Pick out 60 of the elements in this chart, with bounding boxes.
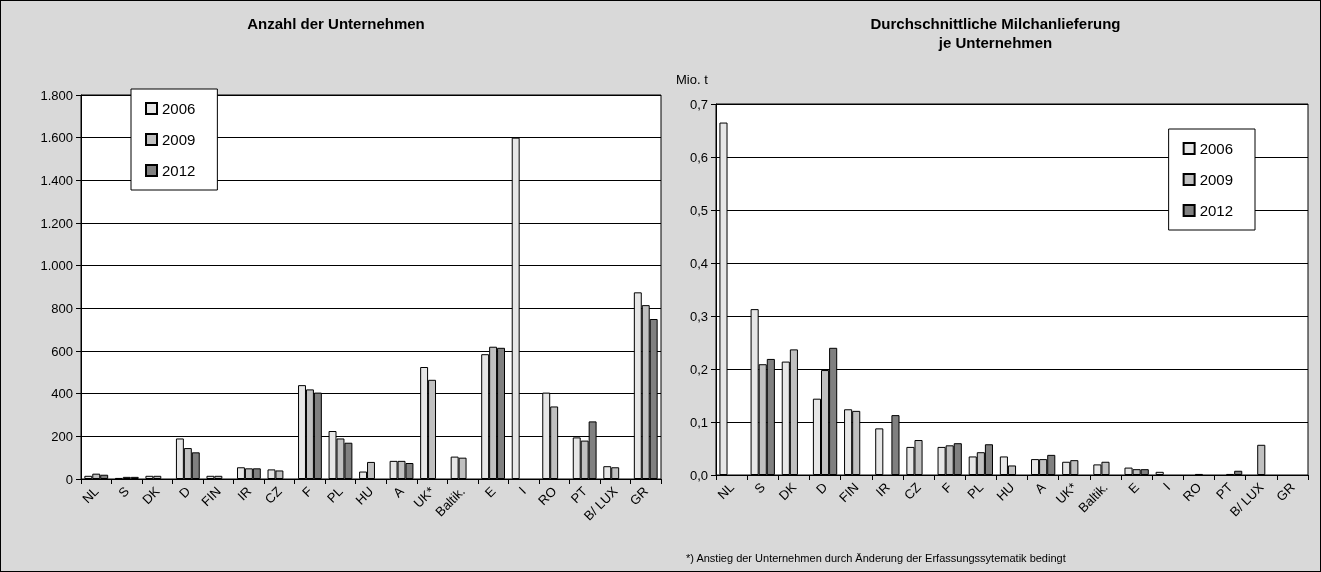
x-tick-label: CZ bbox=[261, 483, 285, 507]
legend-label: 2012 bbox=[162, 162, 196, 179]
x-tick-label: NL bbox=[79, 483, 102, 507]
x-tick-label: I bbox=[515, 483, 529, 497]
y-axis-title: Mio. t bbox=[676, 72, 709, 87]
y-tick-label: 200 bbox=[51, 428, 73, 444]
chart-title: Durchschnittliche Milchanlieferung je Unternehmen bbox=[870, 15, 1121, 51]
x-tick-label: NL bbox=[714, 479, 737, 503]
x-tick-label: D bbox=[813, 479, 831, 497]
x-tick-label: RO bbox=[535, 483, 560, 509]
y-tick-label: 0,1 bbox=[689, 414, 708, 430]
x-tick-label: RO bbox=[1179, 479, 1205, 505]
x-tick-label: E bbox=[1125, 479, 1143, 497]
x-tick-label: IR bbox=[872, 479, 893, 500]
x-tick-label: DK bbox=[775, 479, 800, 504]
y-tick-label: 600 bbox=[51, 343, 73, 359]
x-tick-label: PL bbox=[323, 483, 346, 506]
legend-label: 2006 bbox=[162, 100, 196, 117]
y-tick-label: 1.400 bbox=[40, 172, 73, 188]
y-tick-label: 0,2 bbox=[689, 361, 708, 377]
x-tick-label: F bbox=[938, 479, 956, 496]
y-tick-label: 1.800 bbox=[40, 87, 73, 103]
text: *) Anstieg der Unternehmen durch Änderung der Erfassungssytematik bedingt bbox=[686, 551, 1066, 564]
x-tick-label: S bbox=[115, 483, 133, 501]
x-tick-label: HU bbox=[993, 479, 1018, 504]
y-tick-label: 0,5 bbox=[689, 202, 708, 218]
x-tick-label: IR bbox=[234, 483, 255, 504]
x-tick-label: GR bbox=[1273, 479, 1298, 505]
legend-label: 2012 bbox=[1199, 202, 1234, 219]
x-tick-label: CZ bbox=[900, 479, 924, 503]
x-tick-label: FIN bbox=[198, 483, 224, 510]
y-tick-label: 0,6 bbox=[689, 149, 708, 165]
y-tick-label: 1.200 bbox=[40, 215, 73, 231]
y-tick-label: 1.600 bbox=[40, 130, 73, 146]
y-tick-label: 0,3 bbox=[689, 308, 708, 324]
x-tick-label: D bbox=[175, 483, 194, 501]
x-tick-label: S bbox=[751, 479, 769, 497]
legend-label: 2009 bbox=[1199, 171, 1234, 188]
x-tick-label: HU bbox=[352, 483, 377, 508]
x-tick-label: GR bbox=[626, 483, 652, 509]
x-tick-label: F bbox=[299, 483, 316, 500]
x-tick-label: PL bbox=[964, 479, 987, 502]
y-tick-label: 400 bbox=[51, 386, 73, 402]
x-tick-label: A bbox=[1031, 479, 1049, 497]
legend-label: 2009 bbox=[162, 131, 196, 148]
chart-title: Anzahl der Unternehmen bbox=[247, 15, 425, 32]
x-tick-label: E bbox=[481, 483, 499, 501]
x-tick-label: A bbox=[390, 483, 408, 501]
y-tick-label: 1.000 bbox=[40, 258, 73, 274]
y-tick-label: 800 bbox=[51, 300, 73, 316]
y-tick-label: 0 bbox=[65, 471, 73, 487]
x-tick-label: DK bbox=[139, 483, 163, 508]
legend-label: 2006 bbox=[1199, 140, 1234, 157]
y-tick-label: 0,7 bbox=[689, 96, 708, 112]
y-tick-label: 0,0 bbox=[689, 467, 708, 483]
x-tick-label: FIN bbox=[836, 479, 862, 506]
x-tick-label: I bbox=[1159, 479, 1174, 493]
y-tick-label: 0,4 bbox=[689, 255, 708, 271]
x-tick-label: PT bbox=[1213, 479, 1236, 503]
x-tick-label: PT bbox=[567, 483, 591, 507]
